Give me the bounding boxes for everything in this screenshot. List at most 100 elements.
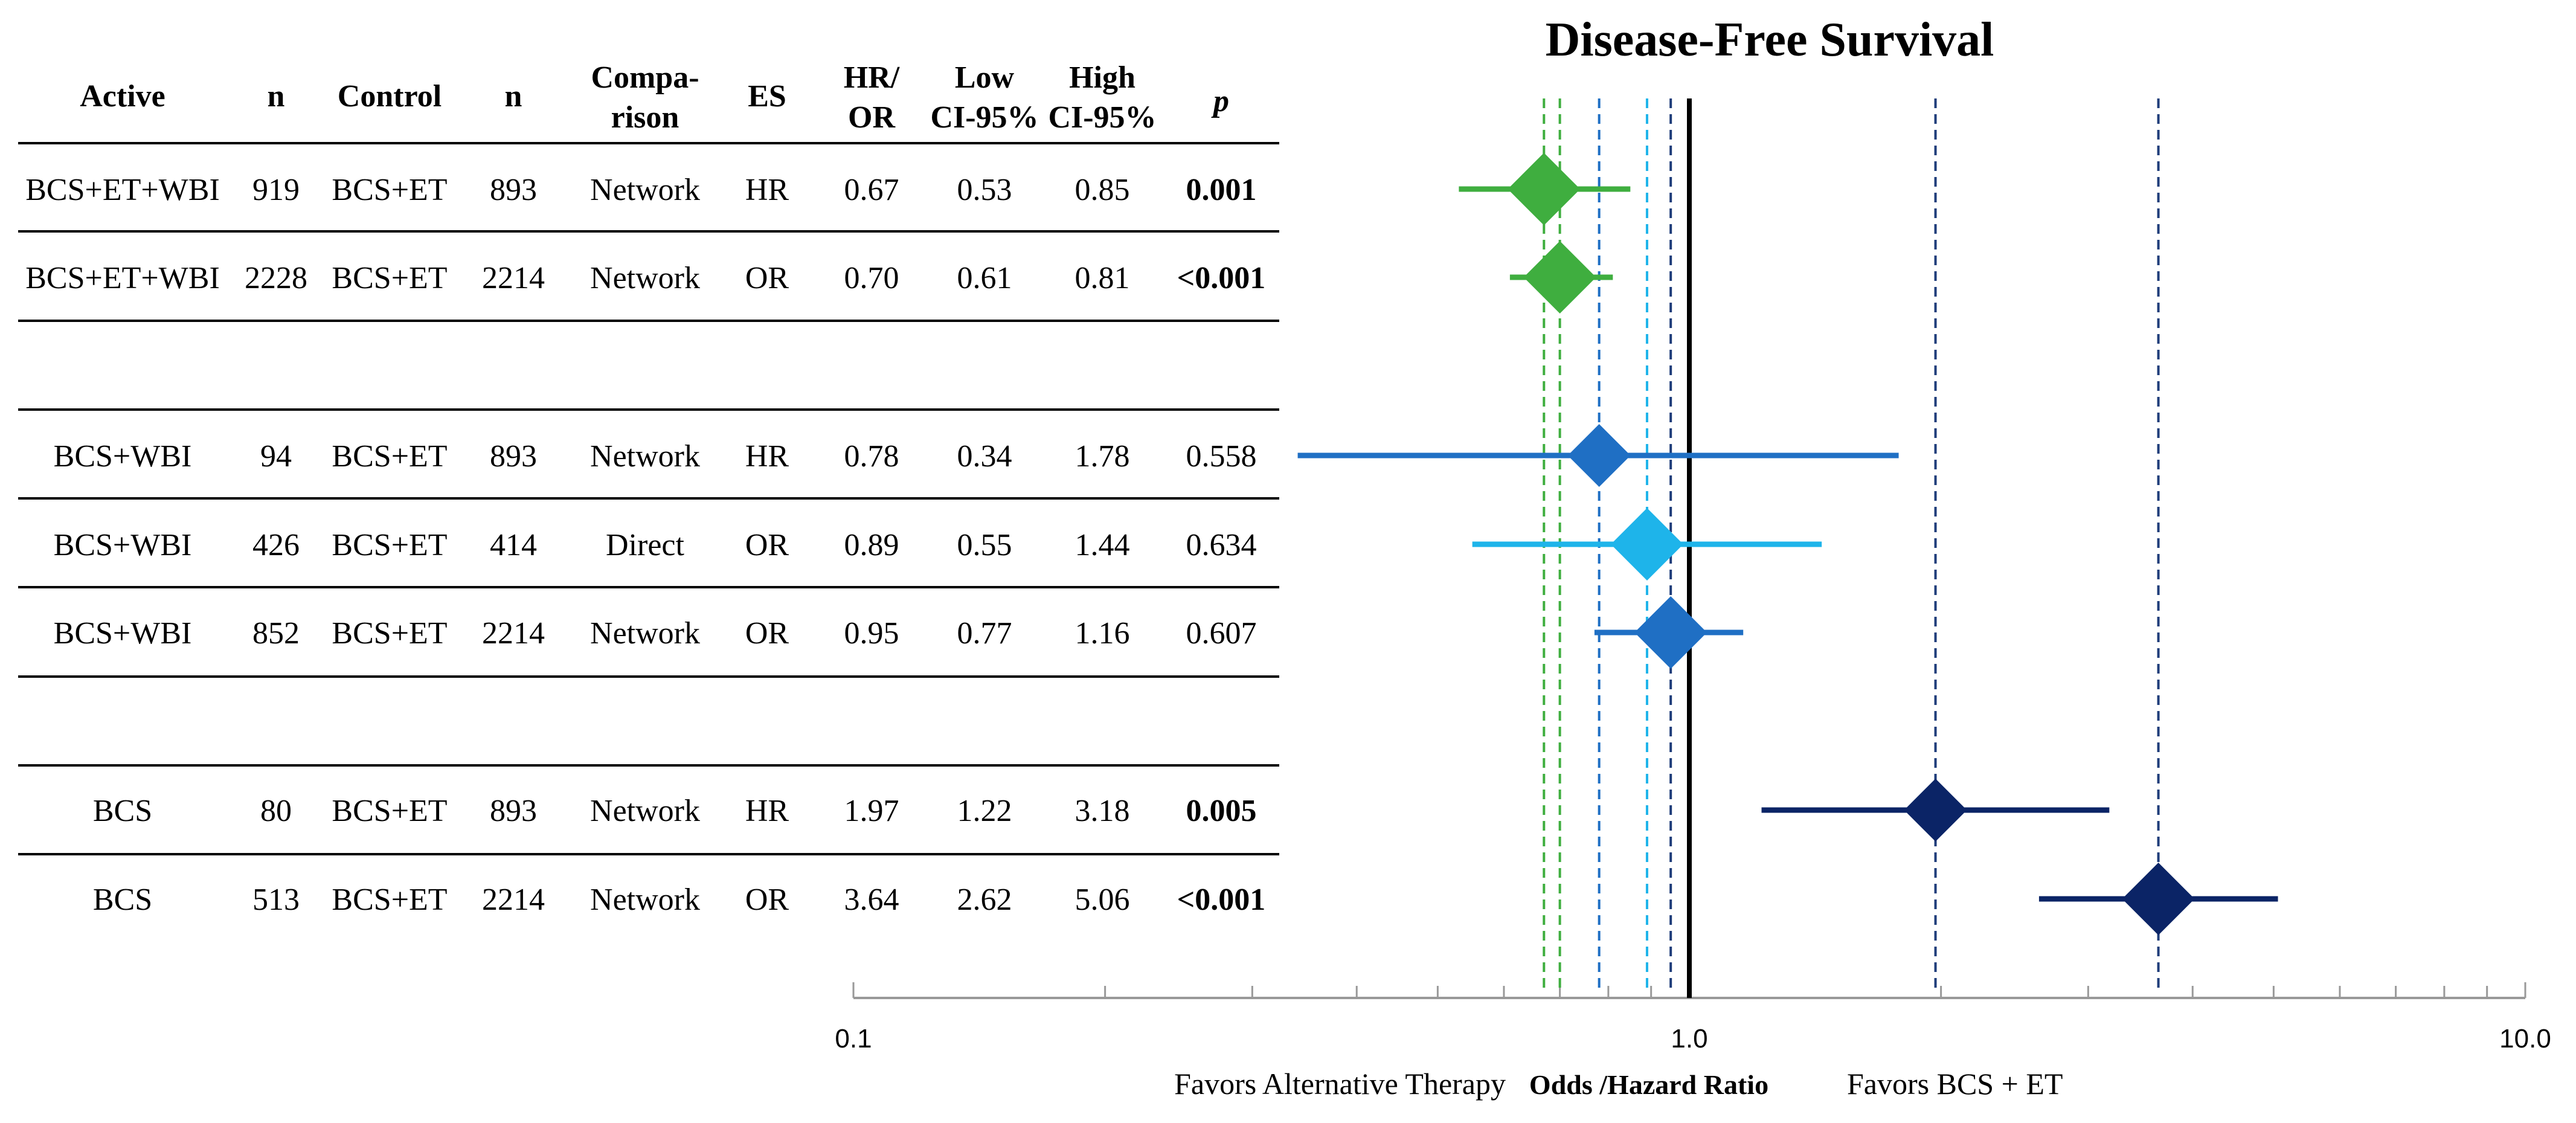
cell-control: BCS+ET	[332, 173, 447, 207]
cell-es: HR	[745, 439, 789, 474]
cell-es: HR	[745, 794, 789, 828]
header-n-control: n	[505, 79, 522, 114]
cell-es: OR	[745, 528, 789, 562]
point-estimate-diamond	[1508, 153, 1581, 225]
header-comparison-line2: rison	[611, 100, 679, 135]
header-active: Active	[80, 79, 165, 114]
cell-ci-low: 0.55	[957, 528, 1012, 562]
forest-point	[1761, 779, 2110, 841]
cell-comparison: Network	[590, 261, 700, 295]
cell-p-value: <0.001	[1177, 883, 1266, 917]
cell-control: BCS+ET	[332, 528, 447, 562]
cell-estimate: 0.78	[844, 439, 899, 474]
forest-point	[1472, 508, 1822, 581]
point-estimate-diamond	[1523, 241, 1596, 314]
cell-n-control: 414	[490, 528, 537, 562]
cell-p-value: 0.001	[1186, 173, 1257, 207]
cell-ci-low: 0.77	[957, 616, 1012, 651]
x-axis-title: Odds /Hazard Ratio	[1529, 1069, 1768, 1100]
cell-active: BCS	[93, 883, 152, 917]
cell-n-active: 2228	[245, 261, 307, 295]
header-low-line1: Low	[955, 60, 1015, 95]
point-estimate-diamond	[1904, 779, 1967, 841]
header-comparison-line1: Compa-	[591, 60, 699, 95]
cell-ci-high: 1.44	[1075, 528, 1130, 562]
cell-ci-high: 5.06	[1075, 883, 1130, 917]
header-high-line2: CI-95%	[1048, 100, 1156, 135]
cell-control: BCS+ET	[332, 439, 447, 474]
cell-n-active: 80	[260, 794, 292, 828]
results-table: Active n Control n Compa-rison ES HR/OR Low CI-9…	[18, 60, 1279, 917]
cell-p-value: 0.005	[1186, 794, 1257, 828]
header-low-line2: CI-95%	[930, 100, 1038, 135]
cell-ci-low: 2.62	[957, 883, 1012, 917]
point-estimate-diamond	[2122, 863, 2195, 935]
cell-ci-high: 0.85	[1075, 173, 1130, 207]
forest-plot: Disease-Free Survival 0.1 1.0 10.0 Favors Al…	[835, 13, 2551, 1101]
cell-active: BCS	[93, 794, 152, 828]
cell-n-control: 893	[490, 439, 537, 474]
forest-point	[2038, 863, 2278, 935]
cell-es: OR	[745, 883, 789, 917]
cell-n-active: 919	[252, 173, 300, 207]
cell-p-value: 0.607	[1186, 616, 1257, 651]
cell-p-value: 0.634	[1186, 528, 1257, 562]
cell-ci-high: 3.18	[1075, 794, 1130, 828]
cell-estimate: 0.95	[844, 616, 899, 651]
cell-control: BCS+ET	[332, 883, 447, 917]
table-row: BCS 513 BCS+ET 2214 Network OR 3.64 2.62 5.06 <0.…	[93, 883, 1265, 917]
cell-comparison: Network	[590, 173, 700, 207]
cell-active: BCS+ET+WBI	[25, 261, 220, 295]
cell-es: OR	[745, 616, 789, 651]
cell-n-active: 426	[252, 528, 300, 562]
chart-title: Disease-Free Survival	[1546, 13, 1994, 66]
point-estimate-diamond	[1567, 424, 1631, 487]
cell-comparison: Network	[590, 439, 700, 474]
forest-point	[1509, 241, 1613, 314]
cell-estimate: 0.67	[844, 173, 899, 207]
cell-active: BCS+WBI	[54, 439, 192, 474]
point-estimate-diamond	[1634, 596, 1707, 669]
cell-control: BCS+ET	[332, 616, 447, 651]
cell-active: BCS+WBI	[54, 528, 192, 562]
table-row: BCS 80 BCS+ET 893 Network HR 1.97 1.22 3.18 0.005	[93, 794, 1257, 828]
cell-n-control: 893	[490, 173, 537, 207]
header-hr-or-line2: OR	[848, 100, 896, 135]
header-control: Control	[338, 79, 442, 114]
header-es: ES	[748, 79, 786, 114]
cell-ci-low: 0.61	[957, 261, 1012, 295]
table-row: BCS+WBI 426 BCS+ET 414 Direct OR 0.89 0.55 1.44 0…	[54, 528, 1257, 562]
cell-ci-low: 0.53	[957, 173, 1012, 207]
cell-n-active: 513	[252, 883, 300, 917]
cell-es: HR	[745, 173, 789, 207]
cell-es: OR	[745, 261, 789, 295]
cell-n-control: 2214	[482, 883, 545, 917]
cell-p-value: 0.558	[1186, 439, 1257, 474]
header-high-line1: High	[1069, 60, 1135, 95]
header-n-active: n	[268, 79, 285, 114]
cell-estimate: 0.70	[844, 261, 899, 295]
cell-n-control: 2214	[482, 261, 545, 295]
cell-ci-high: 1.16	[1075, 616, 1130, 651]
cell-active: BCS+WBI	[54, 616, 192, 651]
cell-ci-high: 0.81	[1075, 261, 1130, 295]
table-row: BCS+WBI 852 BCS+ET 2214 Network OR 0.95 0.77 1.1…	[54, 616, 1257, 651]
header-hr-or-line1: HR/	[844, 60, 900, 95]
cell-ci-high: 1.78	[1075, 439, 1130, 474]
x-tick-label: 1.0	[1671, 1024, 1707, 1054]
cell-n-active: 852	[252, 616, 300, 651]
x-tick-label: 0.1	[835, 1024, 872, 1054]
table-row: BCS+ET+WBI 2228 BCS+ET 2214 Network OR 0.70 0.6…	[25, 261, 1265, 295]
cell-ci-low: 0.34	[957, 439, 1012, 474]
point-estimate-diamond	[1610, 508, 1683, 581]
cell-active: BCS+ET+WBI	[25, 173, 220, 207]
x-tick-label: 10.0	[2499, 1024, 2551, 1054]
forest-point	[1594, 596, 1744, 669]
cell-n-control: 893	[490, 794, 537, 828]
cell-n-control: 2214	[482, 616, 545, 651]
table-row: BCS+ET+WBI 919 BCS+ET 893 Network HR 0.67 0.53 0…	[25, 173, 1256, 207]
cell-control: BCS+ET	[332, 261, 447, 295]
cell-estimate: 1.97	[844, 794, 899, 828]
forest-point	[1297, 424, 1899, 487]
